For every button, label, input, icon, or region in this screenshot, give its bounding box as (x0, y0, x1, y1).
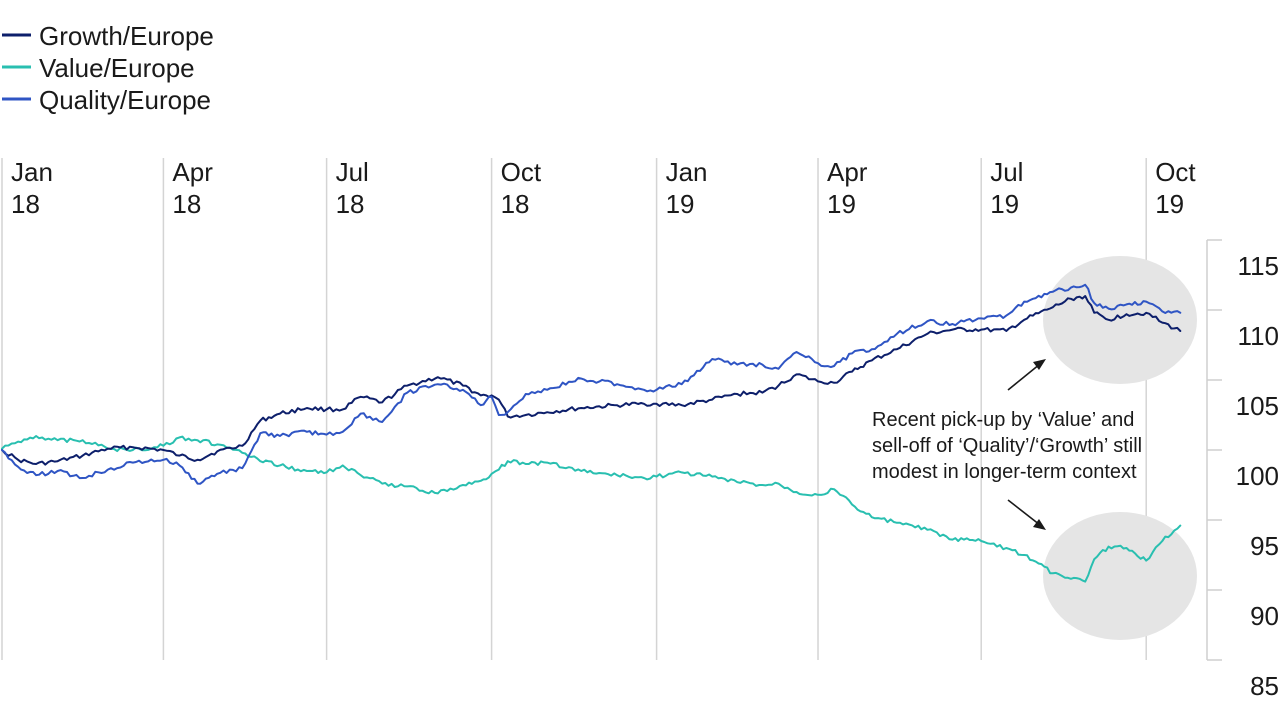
series-line-quality-europe (1, 283, 1182, 485)
x-tick-year: 19 (666, 189, 695, 219)
annotation-text-line: modest in longer-term context (872, 461, 1137, 483)
x-tick-year: 18 (336, 189, 365, 219)
y-axis: 115 110 105 100 95 90 85 (1206, 239, 1279, 701)
series-line-growth-europe (1, 295, 1182, 466)
x-tick-month: Jul (990, 157, 1023, 187)
y-tick-label: 90 (1250, 601, 1279, 631)
annotation-text-line: Recent pick-up by ‘Value’ and (872, 409, 1134, 431)
annotation: Recent pick-up by ‘Value’ and sell-off of… (872, 359, 1142, 530)
x-tick-month: Apr (172, 157, 213, 187)
annotation-arrow-up-head (1033, 359, 1046, 370)
y-tick-label: 100 (1236, 461, 1279, 491)
x-tick-year: 19 (990, 189, 1019, 219)
x-tick-year: 18 (11, 189, 40, 219)
series-line-value-europe (1, 435, 1182, 583)
annotation-text-line: sell-off of ‘Quality’/‘Growth’ still (872, 435, 1142, 457)
y-tick-label: 115 (1238, 251, 1279, 281)
annotation-arrow-down-line (1007, 499, 1041, 526)
legend-label: Quality/Europe (39, 85, 211, 115)
series-lines (1, 283, 1182, 583)
annotation-arrow-down-head (1033, 519, 1046, 530)
x-tick-month: Jan (666, 157, 708, 187)
x-tick-month: Jan (11, 157, 53, 187)
x-tick-year: 19 (827, 189, 856, 219)
x-tick-month: Jul (336, 157, 369, 187)
y-tick-label: 95 (1250, 531, 1279, 561)
y-tick-label: 105 (1236, 391, 1279, 421)
x-tick-year: 18 (501, 189, 530, 219)
x-tick-month: Oct (1155, 157, 1196, 187)
annotation-arrow-up-line (1007, 363, 1041, 391)
x-tick-year: 18 (172, 189, 201, 219)
x-tick-month: Oct (501, 157, 542, 187)
y-tick-label: 85 (1250, 671, 1279, 701)
x-tick-month: Apr (827, 157, 868, 187)
legend-label: Value/Europe (39, 53, 195, 83)
y-tick-label: 110 (1238, 321, 1279, 351)
legend-label: Growth/Europe (39, 21, 214, 51)
highlight-circle-top (1043, 256, 1197, 384)
x-tick-year: 19 (1155, 189, 1184, 219)
